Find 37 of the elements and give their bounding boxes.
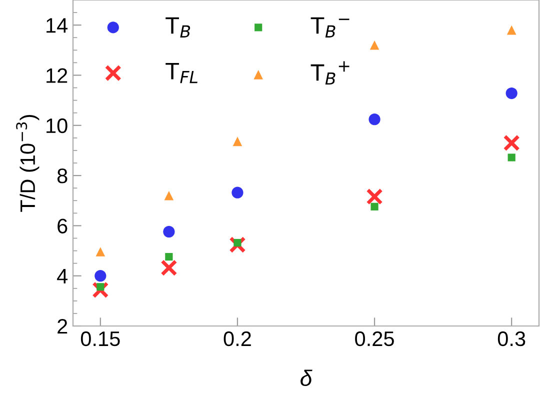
y-tick-label: 12 bbox=[46, 68, 68, 83]
point bbox=[164, 190, 174, 200]
x-tick-label: 0.3 bbox=[498, 331, 526, 346]
y-tick-label: 14 bbox=[46, 18, 68, 33]
legend-label: T$_{FL}$ bbox=[166, 62, 198, 84]
y-tick-label: 2 bbox=[58, 319, 68, 334]
point bbox=[94, 270, 106, 282]
point bbox=[370, 40, 380, 50]
y-axis-title: T/D (10$^{−3}$) bbox=[16, 115, 40, 212]
point bbox=[234, 238, 242, 247]
point bbox=[503, 134, 520, 152]
point bbox=[508, 154, 516, 162]
point bbox=[368, 114, 380, 126]
legend-label: T$_{B}$$^{+}$ bbox=[310, 61, 350, 85]
point bbox=[229, 236, 246, 254]
point bbox=[163, 226, 175, 238]
point bbox=[232, 186, 244, 198]
legend-label: T$_{B}$$^{−}$ bbox=[310, 17, 350, 38]
point bbox=[92, 282, 109, 298]
y-tick-label: 4 bbox=[57, 269, 68, 284]
x-tick-label: 0.2 bbox=[224, 331, 251, 346]
legend-label: T$_{B}$ bbox=[166, 17, 190, 38]
x-tick-label: 0.25 bbox=[355, 331, 394, 346]
y-tick-label: 10 bbox=[46, 118, 68, 134]
y-tick-label: 8 bbox=[57, 168, 68, 184]
x-axis-title: δ bbox=[300, 370, 312, 386]
x-tick-label: 0.15 bbox=[80, 331, 120, 346]
point bbox=[96, 283, 104, 291]
point bbox=[506, 25, 516, 35]
y-tick-label: 6 bbox=[58, 218, 68, 234]
point bbox=[506, 87, 518, 100]
point bbox=[160, 260, 178, 276]
point bbox=[232, 136, 242, 146]
point bbox=[165, 252, 173, 261]
point bbox=[370, 202, 378, 210]
point bbox=[366, 188, 383, 205]
point bbox=[96, 247, 106, 256]
